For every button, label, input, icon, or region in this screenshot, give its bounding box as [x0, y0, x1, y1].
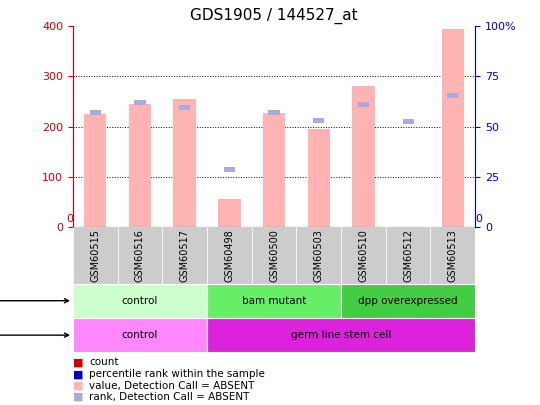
Bar — [84, 114, 106, 227]
Text: germ line stem cell: germ line stem cell — [291, 330, 392, 340]
Text: GSM60512: GSM60512 — [403, 229, 413, 281]
FancyBboxPatch shape — [296, 227, 341, 284]
Text: ■: ■ — [73, 358, 83, 367]
Bar — [173, 99, 196, 227]
Text: control: control — [122, 330, 158, 340]
Text: GSM60513: GSM60513 — [448, 229, 458, 281]
Text: GSM60498: GSM60498 — [224, 229, 234, 281]
FancyBboxPatch shape — [207, 318, 475, 352]
Text: control: control — [122, 296, 158, 306]
Text: GSM60515: GSM60515 — [90, 229, 100, 281]
Text: cell type: cell type — [0, 330, 69, 340]
FancyBboxPatch shape — [252, 227, 296, 284]
Bar — [218, 199, 240, 227]
FancyBboxPatch shape — [73, 227, 118, 284]
Text: 0: 0 — [475, 214, 482, 224]
FancyBboxPatch shape — [207, 284, 341, 318]
FancyBboxPatch shape — [73, 284, 207, 318]
Bar — [129, 104, 151, 227]
Text: 0: 0 — [66, 214, 73, 224]
Bar — [268, 110, 280, 115]
Text: percentile rank within the sample: percentile rank within the sample — [89, 369, 265, 379]
Bar — [134, 100, 146, 105]
Bar — [402, 119, 414, 124]
FancyBboxPatch shape — [430, 227, 475, 284]
FancyBboxPatch shape — [207, 227, 252, 284]
Bar — [224, 167, 235, 172]
Text: value, Detection Call = ABSENT: value, Detection Call = ABSENT — [89, 381, 254, 390]
Text: ■: ■ — [73, 392, 83, 402]
Bar — [352, 86, 375, 227]
FancyBboxPatch shape — [341, 227, 386, 284]
Bar — [358, 102, 369, 107]
Bar — [442, 29, 464, 227]
FancyBboxPatch shape — [73, 318, 207, 352]
Text: dpp overexpressed: dpp overexpressed — [359, 296, 458, 306]
FancyBboxPatch shape — [118, 227, 163, 284]
FancyBboxPatch shape — [386, 227, 430, 284]
Text: genotype/variation: genotype/variation — [0, 296, 69, 306]
FancyBboxPatch shape — [341, 284, 475, 318]
Text: GSM60510: GSM60510 — [359, 229, 368, 281]
Bar — [90, 110, 101, 115]
Bar — [263, 113, 285, 227]
Bar — [313, 118, 325, 123]
Text: ■: ■ — [73, 381, 83, 390]
Text: GSM60517: GSM60517 — [180, 229, 190, 281]
Text: count: count — [89, 358, 119, 367]
Bar — [308, 129, 330, 227]
Text: GSM60516: GSM60516 — [135, 229, 145, 281]
FancyBboxPatch shape — [163, 227, 207, 284]
Text: bam mutant: bam mutant — [242, 296, 306, 306]
Text: ■: ■ — [73, 369, 83, 379]
Text: GSM60503: GSM60503 — [314, 229, 324, 281]
Bar — [447, 93, 458, 98]
Bar — [179, 105, 190, 110]
Text: rank, Detection Call = ABSENT: rank, Detection Call = ABSENT — [89, 392, 249, 402]
Title: GDS1905 / 144527_at: GDS1905 / 144527_at — [190, 7, 358, 23]
Text: GSM60500: GSM60500 — [269, 229, 279, 281]
